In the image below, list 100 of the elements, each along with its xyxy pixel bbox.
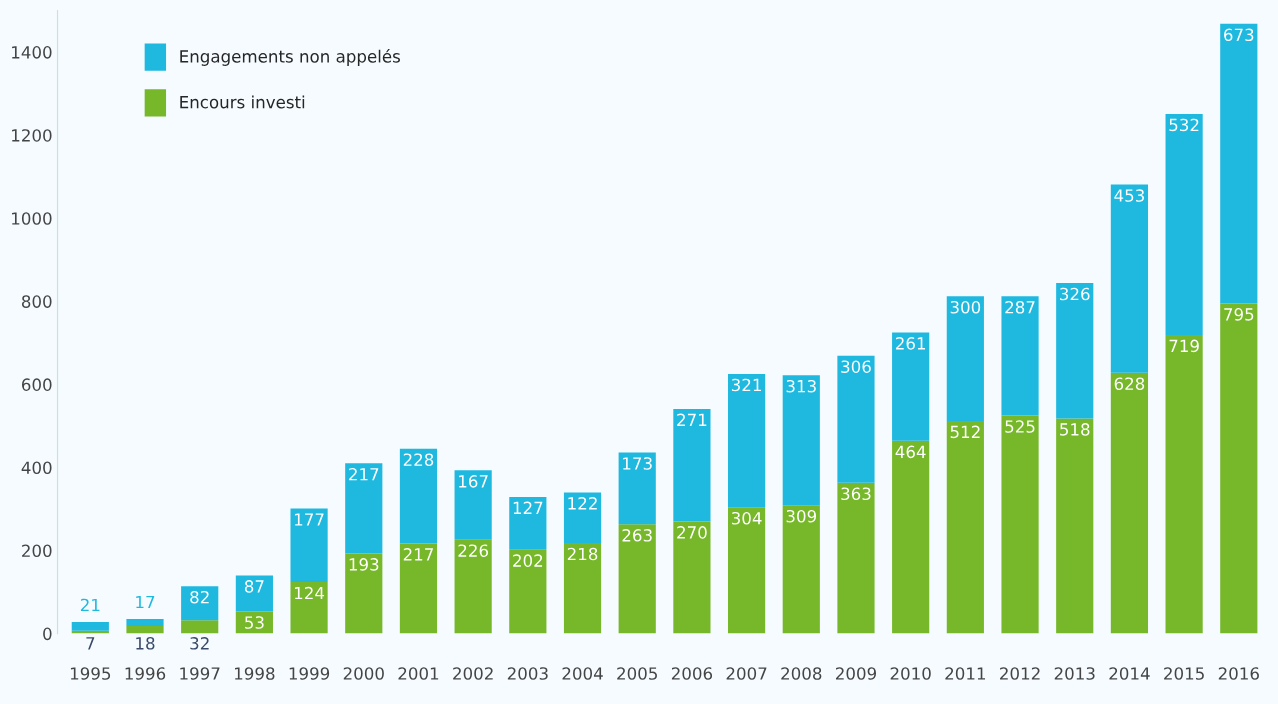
bar	[563, 492, 602, 544]
bar	[345, 463, 383, 554]
x-tick-label: 2014	[1109, 667, 1150, 680]
x-tick-label: 2000	[343, 667, 384, 680]
data-label: 218	[567, 547, 598, 561]
bar	[1056, 418, 1094, 634]
x-tick-label: 2008	[781, 667, 822, 680]
data-label: 261	[895, 337, 926, 350]
bar	[1220, 23, 1258, 304]
x-tick-label: 1997	[180, 667, 220, 680]
data-label: 263	[622, 529, 652, 542]
bar	[837, 355, 875, 483]
x-tick-label: 2009	[835, 667, 877, 680]
bar	[673, 521, 711, 634]
data-label: 122	[568, 497, 597, 510]
bar	[126, 626, 164, 634]
x-tick-label: 2013	[1054, 667, 1095, 680]
data-label: 21	[80, 598, 100, 612]
data-label: 228	[403, 453, 434, 467]
bar	[1056, 283, 1094, 419]
bar	[782, 505, 820, 634]
bar	[782, 375, 820, 506]
y-tick-label: 1400	[12, 46, 52, 59]
x-tick-label: 1998	[235, 667, 275, 680]
bar	[892, 440, 930, 634]
x-tick-label: 2002	[453, 667, 493, 680]
y-tick-label: 1000	[12, 212, 52, 225]
bar	[1165, 334, 1203, 634]
data-label: 173	[623, 457, 652, 470]
bar	[454, 470, 492, 540]
data-label: 82	[190, 590, 209, 604]
data-label: 464	[895, 445, 926, 459]
legend-label: Encours investi	[180, 95, 305, 109]
data-label: 271	[677, 413, 707, 426]
y-tick-label: 800	[21, 295, 52, 308]
data-label: 17	[136, 595, 155, 609]
bar	[618, 524, 656, 634]
data-label: 453	[1114, 189, 1144, 202]
data-label: 217	[349, 467, 379, 481]
bar	[399, 543, 438, 634]
bar	[399, 448, 438, 544]
data-label: 7	[86, 637, 95, 650]
bar	[290, 508, 328, 583]
y-tick-label: 0	[43, 627, 52, 641]
bar	[892, 332, 930, 441]
data-label: 53	[245, 616, 264, 629]
data-label: 202	[513, 554, 543, 567]
data-label: 87	[244, 580, 264, 593]
data-label: 217	[403, 548, 433, 561]
bar	[728, 374, 766, 508]
data-label: 167	[459, 475, 488, 488]
data-label: 177	[295, 513, 324, 526]
data-label: 719	[1169, 339, 1199, 353]
data-label: 18	[136, 637, 155, 650]
data-label: 270	[677, 526, 707, 539]
data-label: 518	[1060, 423, 1090, 436]
bar	[509, 496, 547, 550]
bar	[345, 553, 383, 634]
bar	[290, 582, 328, 634]
data-label: 795	[1224, 308, 1254, 321]
data-label: 193	[349, 558, 379, 571]
data-label: 628	[1114, 377, 1145, 391]
x-tick-label: 2012	[1000, 667, 1040, 680]
data-label: 512	[950, 425, 980, 439]
x-tick-label: 2011	[945, 667, 986, 680]
bar	[181, 620, 219, 634]
data-label: 304	[731, 511, 762, 525]
bar	[673, 408, 711, 522]
y-tick-label: 600	[22, 378, 52, 391]
x-tick-label: 1996	[125, 667, 166, 680]
x-tick-label: 1995	[70, 667, 111, 680]
bar	[946, 420, 984, 634]
bar	[1220, 303, 1258, 634]
bar	[1110, 184, 1149, 373]
x-tick-label: 2007	[726, 667, 767, 680]
x-tick-label: 2001	[398, 667, 439, 680]
bar	[1110, 372, 1149, 634]
data-label: 32	[190, 637, 209, 650]
data-label: 673	[1224, 28, 1254, 42]
x-tick-label: 2016	[1218, 667, 1259, 680]
x-tick-label: 2004	[562, 667, 603, 680]
bar	[235, 575, 273, 612]
data-label: 306	[841, 360, 871, 373]
data-label: 300	[950, 300, 981, 314]
data-label: 532	[1169, 118, 1199, 132]
bar	[1165, 113, 1203, 335]
bar	[946, 296, 984, 421]
x-tick-label: 2015	[1164, 667, 1204, 680]
bar	[837, 482, 875, 634]
data-label: 525	[1005, 420, 1035, 433]
bar	[71, 621, 109, 631]
x-tick-label: 2003	[507, 667, 548, 680]
data-label: 124	[295, 586, 325, 600]
data-label: 313	[786, 379, 816, 393]
x-tick-label: 1999	[289, 667, 330, 680]
bar	[126, 619, 164, 627]
data-label: 321	[731, 378, 761, 392]
data-label: 287	[1005, 300, 1035, 314]
bar	[454, 539, 492, 634]
bar	[563, 543, 602, 634]
